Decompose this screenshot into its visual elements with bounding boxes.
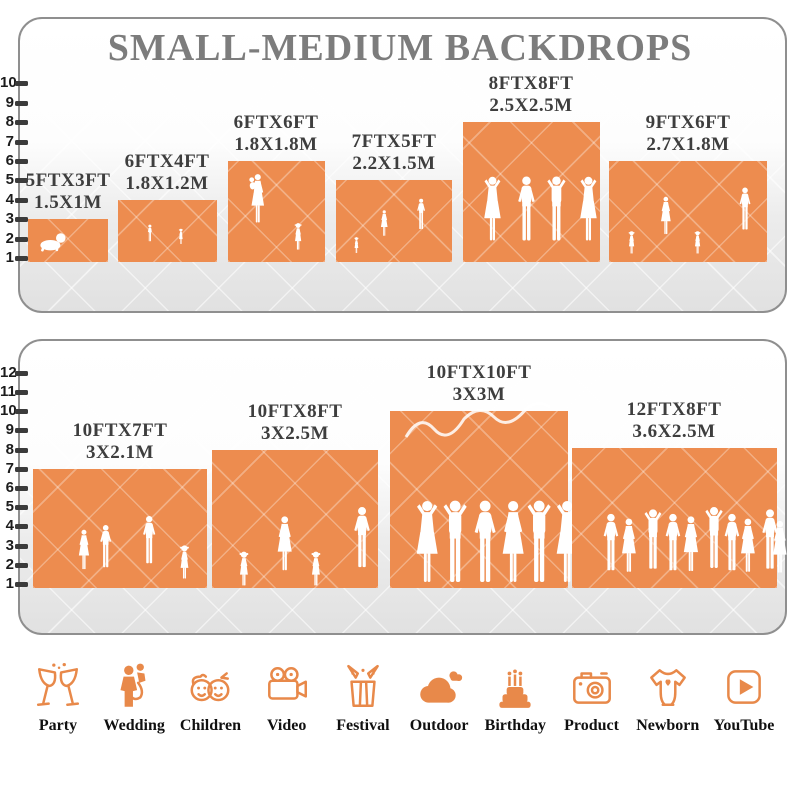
backdrop-box-6x4 (118, 200, 217, 262)
ruler-tick: 7 (0, 134, 28, 150)
video-icon (267, 667, 307, 700)
product-icon (572, 672, 611, 704)
backdrop-size-label: 7FTX5FT 2.2X1.5M (351, 131, 437, 174)
backdrop-size-label: 10FTX7FT 3X2.1M (72, 420, 168, 463)
backdrop-box-6x6 (228, 161, 325, 262)
ruler-tick: 5 (0, 499, 28, 515)
backdrop-box-10x10 (390, 402, 568, 588)
category-wedding: Wedding (96, 662, 172, 735)
ruler-tick: 5 (0, 172, 28, 188)
ruler-tick: 9 (0, 95, 28, 111)
ruler-tick: 10 (0, 403, 28, 419)
people-silhouette (609, 161, 767, 274)
people-silhouette (118, 200, 217, 274)
category-children: Children (172, 662, 248, 735)
category-youtube: YouTube (706, 662, 782, 735)
category-row: Party Wedding Children (20, 662, 782, 735)
ruler-tick: 7 (0, 461, 28, 477)
category-birthday: Birthday (477, 662, 553, 735)
backdrop-size-label: 8FTX8FT 2.5X2.5M (488, 73, 574, 116)
backdrop-box-9x6 (609, 161, 767, 262)
festival-icon (347, 664, 379, 707)
wedding-icon (120, 663, 146, 707)
category-outdoor: Outdoor (401, 662, 477, 735)
backdrop-size-label: 6FTX6FT 1.8X1.8M (233, 112, 319, 155)
backdrop-size-label: 6FTX4FT 1.8X1.2M (124, 151, 210, 194)
backdrop-size-label: 10FTX8FT 3X2.5M (247, 401, 343, 444)
youtube-icon (727, 670, 761, 704)
backdrop-size-label: 9FTX6FT 2.7X1.8M (645, 112, 731, 155)
ruler-tick: 4 (0, 518, 28, 534)
backdrop-box-8x8 (463, 122, 600, 262)
ruler-tick: 1 (0, 576, 28, 592)
children-icon (190, 672, 230, 702)
ruler-tick: 8 (0, 114, 28, 130)
backdrop-box-10x8 (212, 450, 378, 588)
people-silhouette (28, 219, 108, 274)
backdrop-size-label: 12FTX8FT 3.6X2.5M (626, 399, 722, 442)
party-icon (36, 662, 80, 706)
backdrop-box-10x7 (33, 469, 207, 588)
category-video: Video (249, 662, 325, 735)
people-silhouette (336, 180, 452, 274)
ruler-tick: 2 (0, 231, 28, 247)
newborn-icon (649, 669, 686, 706)
category-product: Product (554, 662, 630, 735)
ruler-tick: 12 (0, 365, 28, 381)
outdoor-icon (420, 671, 463, 703)
ruler-tick: 1 (0, 250, 28, 266)
ruler-tick: 8 (0, 442, 28, 458)
people-silhouette (572, 448, 777, 600)
birthday-icon (499, 669, 531, 708)
ruler-tick: 3 (0, 211, 28, 227)
backdrop-box-7x5 (336, 180, 452, 262)
backdrop-box-12x8 (572, 448, 777, 588)
category-festival: Festival (325, 662, 401, 735)
people-silhouette (212, 450, 378, 600)
people-silhouette (33, 469, 207, 600)
ruler-tick: 9 (0, 422, 28, 438)
ruler-tick: 3 (0, 538, 28, 554)
ruler-tick: 10 (0, 75, 28, 91)
category-newborn: Newborn (630, 662, 706, 735)
ruler-tick: 2 (0, 557, 28, 573)
page-title: SMALL-MEDIUM BACKDROPS (107, 27, 693, 69)
backdrop-size-label: 5FTX3FT 1.5X1M (25, 170, 111, 213)
ruler-tick: 6 (0, 480, 28, 496)
backdrop-box-5x3 (28, 219, 108, 262)
ruler-tick: 11 (0, 384, 28, 400)
people-silhouette (463, 122, 600, 274)
category-party: Party (20, 662, 96, 735)
backdrop-size-label: 10FTX10FT 3X3M (426, 362, 532, 405)
people-silhouette (404, 402, 568, 600)
people-silhouette (228, 161, 325, 274)
ruler-tick: 4 (0, 192, 28, 208)
script-watermark (404, 402, 551, 438)
ruler-tick: 6 (0, 153, 28, 169)
